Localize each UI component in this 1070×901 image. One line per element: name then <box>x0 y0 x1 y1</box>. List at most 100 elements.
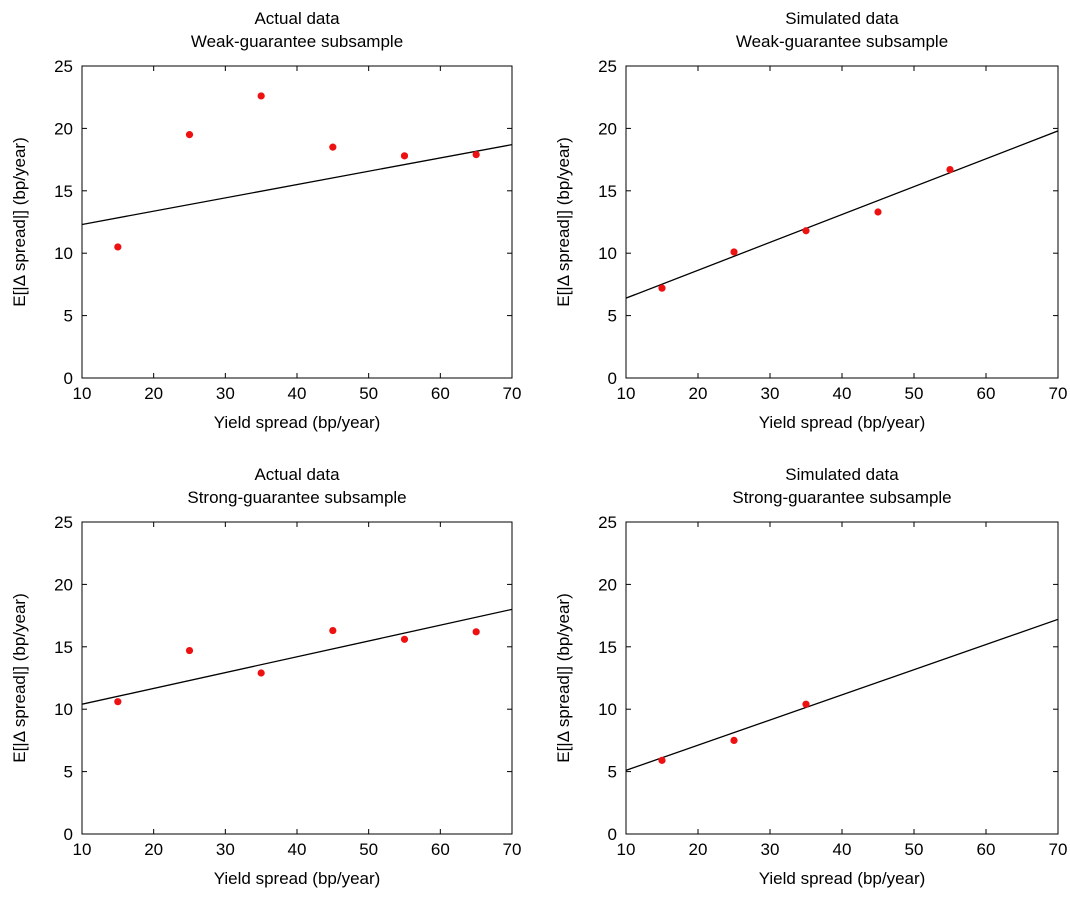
x-tick-label: 30 <box>761 384 780 403</box>
x-tick-label: 20 <box>144 840 163 859</box>
x-tick-label: 60 <box>977 384 996 403</box>
y-tick-label: 20 <box>54 119 73 138</box>
y-tick-label: 15 <box>54 182 73 201</box>
x-tick-label: 10 <box>617 840 636 859</box>
chart-panel-2: Simulated data Weak-guarantee subsample 10… <box>554 9 1067 432</box>
data-point <box>257 92 265 100</box>
y-tick-label: 5 <box>608 307 617 326</box>
y-axis-label: E[|Δ spread|] (bp/year) <box>10 593 29 763</box>
data-point <box>472 628 480 636</box>
y-tick-label: 10 <box>598 244 617 263</box>
chart-subtitle: Weak-guarantee subsample <box>736 32 948 51</box>
data-point <box>658 756 666 764</box>
x-tick-label: 70 <box>503 840 522 859</box>
x-tick-label: 20 <box>144 384 163 403</box>
plot-frame <box>81 65 513 379</box>
y-tick-label: 25 <box>54 57 73 76</box>
data-point <box>114 243 122 251</box>
data-point <box>185 646 194 655</box>
chart-title: Simulated data <box>785 465 899 484</box>
y-tick-label: 15 <box>54 638 73 657</box>
y-tick-label: 15 <box>598 182 617 201</box>
x-tick-label: 60 <box>431 384 450 403</box>
x-tick-label: 30 <box>216 384 235 403</box>
x-axis-label: Yield spread (bp/year) <box>759 869 926 888</box>
y-tick-label: 0 <box>64 369 73 388</box>
chart-panel-1: Actual data Weak-guarantee subsample 10 20 3… <box>10 9 521 432</box>
y-axis-label: E[|Δ spread|] (bp/year) <box>554 137 573 307</box>
chart-panel-3: Actual data Strong-guarantee subsample 10 2… <box>10 465 521 888</box>
data-point <box>874 208 882 216</box>
chart-title: Actual data <box>254 9 340 28</box>
x-tick-label: 10 <box>73 384 92 403</box>
chart-panel-4: Simulated data Strong-guarantee subsample… <box>554 465 1067 888</box>
x-tick-label: 20 <box>689 384 708 403</box>
y-tick-label: 0 <box>64 825 73 844</box>
chart-title: Simulated data <box>785 9 899 28</box>
chart-subtitle: Weak-guarantee subsample <box>191 32 403 51</box>
x-tick-label: 40 <box>288 840 307 859</box>
data-point <box>802 227 810 235</box>
data-point <box>114 698 122 706</box>
x-tick-label: 70 <box>503 384 522 403</box>
x-tick-label: 60 <box>977 840 996 859</box>
y-tick-label: 0 <box>608 369 617 388</box>
data-point <box>329 143 337 151</box>
x-tick-label: 30 <box>216 840 235 859</box>
data-point <box>730 736 738 745</box>
x-axis-label: Yield spread (bp/year) <box>214 869 381 888</box>
data-point <box>472 151 480 159</box>
data-point <box>185 131 194 139</box>
chart-subtitle: Strong-guarantee subsample <box>187 488 406 507</box>
x-tick-label: 50 <box>905 840 924 859</box>
x-tick-label: 10 <box>617 384 636 403</box>
plot-frame <box>625 521 1059 835</box>
plot-frame <box>625 65 1059 379</box>
x-tick-label: 40 <box>833 840 852 859</box>
data-point <box>802 700 810 708</box>
y-tick-label: 0 <box>608 825 617 844</box>
x-tick-label: 50 <box>359 840 378 859</box>
data-point <box>658 284 666 292</box>
x-tick-label: 50 <box>359 384 378 403</box>
x-tick-label: 40 <box>288 384 307 403</box>
x-tick-label: 50 <box>905 384 924 403</box>
y-tick-label: 25 <box>598 513 617 532</box>
x-tick-label: 10 <box>73 840 92 859</box>
y-tick-label: 20 <box>598 575 617 594</box>
fit-line <box>82 143 512 226</box>
x-tick-label: 20 <box>689 840 708 859</box>
fit-line <box>82 608 512 705</box>
y-axis-label: E[|Δ spread|] (bp/year) <box>10 137 29 307</box>
y-axis-label: E[|Δ spread|] (bp/year) <box>554 593 573 763</box>
data-point <box>329 626 337 635</box>
y-tick-label: 20 <box>598 119 617 138</box>
y-tick-label: 15 <box>598 638 617 657</box>
chart-subtitle: Strong-guarantee subsample <box>732 488 951 507</box>
fit-line <box>626 618 1058 771</box>
x-axis-label: Yield spread (bp/year) <box>214 413 381 432</box>
data-point <box>257 669 265 677</box>
y-tick-label: 10 <box>54 700 73 719</box>
y-tick-label: 10 <box>598 700 617 719</box>
y-tick-label: 20 <box>54 575 73 594</box>
data-point <box>400 635 409 643</box>
x-tick-label: 30 <box>761 840 780 859</box>
data-point <box>400 152 409 160</box>
y-tick-label: 5 <box>608 763 617 782</box>
fit-line <box>626 130 1058 299</box>
x-tick-label: 60 <box>431 840 450 859</box>
x-tick-label: 70 <box>1049 384 1068 403</box>
plot-frame <box>81 521 513 835</box>
y-tick-label: 10 <box>54 244 73 263</box>
chart-title: Actual data <box>254 465 340 484</box>
y-tick-label: 25 <box>54 513 73 532</box>
x-tick-label: 70 <box>1049 840 1068 859</box>
y-tick-label: 5 <box>64 307 73 326</box>
y-tick-label: 25 <box>598 57 617 76</box>
data-point <box>730 248 738 256</box>
x-axis-label: Yield spread (bp/year) <box>759 413 926 432</box>
x-tick-label: 40 <box>833 384 852 403</box>
y-tick-label: 5 <box>64 763 73 782</box>
